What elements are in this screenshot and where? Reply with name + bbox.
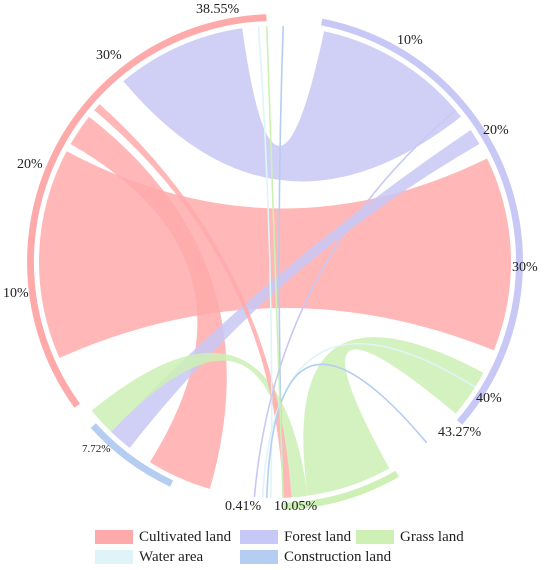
ribbon-grass-to-grass bbox=[303, 337, 484, 496]
legend-swatch bbox=[95, 550, 133, 564]
tick-label-cultivated-20: 20% bbox=[17, 157, 43, 172]
tick-label-43-27: 43.27% bbox=[438, 425, 482, 440]
ribbons bbox=[38, 26, 511, 499]
legend-item-construction: Construction land bbox=[240, 547, 391, 567]
legend-label: Forest land bbox=[284, 528, 352, 545]
legend-label: Water area bbox=[139, 548, 204, 565]
legend-item-cultivated: Cultivated land bbox=[95, 527, 231, 547]
tick-label-0-41: 0.41% bbox=[225, 499, 262, 514]
legend-label: Cultivated land bbox=[139, 528, 232, 545]
legend-item-forest: Forest land bbox=[240, 527, 351, 547]
tick-label-38-55: 38.55% bbox=[196, 2, 240, 17]
legend-swatch bbox=[356, 530, 394, 544]
tick-label-cultivated-30: 30% bbox=[96, 48, 122, 63]
outer-arc-forest-land bbox=[321, 18, 523, 425]
outer-arc-construction-land bbox=[90, 423, 174, 487]
ribbon-grass-to-construction bbox=[91, 352, 308, 498]
legend-label: Grass land bbox=[400, 528, 464, 545]
legend: Cultivated land Forest land Grass land W… bbox=[95, 527, 515, 567]
legend-label: Construction land bbox=[284, 548, 392, 565]
tick-label-7-72: 7.72% bbox=[82, 443, 110, 455]
flow-line-construction-2 bbox=[266, 363, 428, 498]
legend-item-grass: Grass land bbox=[356, 527, 464, 547]
legend-swatch bbox=[95, 530, 133, 544]
flow-line-grass-1 bbox=[266, 26, 284, 498]
tick-label-forest-10: 10% bbox=[397, 33, 423, 48]
legend-swatch bbox=[240, 550, 278, 564]
tick-label-forest-20: 20% bbox=[483, 123, 509, 138]
tick-label-cultivated-10: 10% bbox=[3, 286, 29, 301]
legend-item-water: Water area bbox=[95, 547, 203, 567]
legend-swatch bbox=[240, 530, 278, 544]
chord-diagram: 38.55% 10% 20% 30% 40% 43.27% 10.05% 0.4… bbox=[3, 2, 538, 514]
outer-arcs bbox=[27, 14, 523, 510]
outer-arc-grass-land bbox=[283, 470, 399, 510]
tick-label-forest-40: 40% bbox=[476, 391, 502, 406]
flow-line-water-2 bbox=[261, 342, 476, 498]
ribbon-forest-to-construction bbox=[111, 130, 480, 448]
ribbon-forest-to-forest bbox=[123, 28, 462, 182]
tick-label-forest-30: 30% bbox=[512, 260, 538, 275]
ribbon-cultivated-to-construction bbox=[70, 116, 227, 489]
tick-label-10-05: 10.05% bbox=[274, 499, 318, 514]
flow-line-forest-1 bbox=[253, 109, 457, 498]
